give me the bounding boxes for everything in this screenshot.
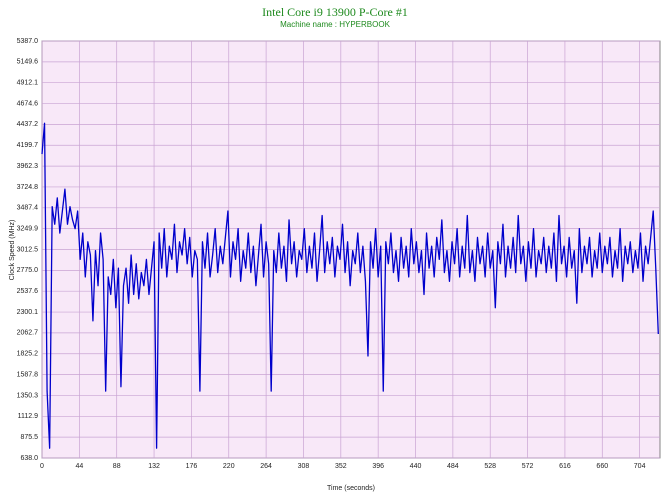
x-tick-label: 352 [335,463,347,470]
x-tick-label: 0 [40,463,44,470]
y-axis-label: Clock Speed (MHz) [9,220,16,281]
x-tick-label: 396 [372,463,384,470]
y-tick-label: 3962.3 [17,163,39,170]
x-tick-label: 704 [634,463,646,470]
y-tick-label: 2300.1 [17,309,39,316]
x-tick-label: 484 [447,463,459,470]
y-tick-label: 1350.3 [17,392,39,399]
y-tick-label: 3012.5 [17,246,39,253]
y-tick-label: 3724.8 [17,184,39,191]
y-tick-label: 5149.6 [17,59,39,66]
x-tick-label: 308 [298,463,310,470]
x-tick-label: 660 [596,463,608,470]
y-tick-label: 4199.7 [17,142,39,149]
x-tick-label: 528 [484,463,496,470]
y-tick-label: 3487.4 [17,205,39,212]
y-tick-label: 4437.2 [17,121,39,128]
y-tick-label: 875.5 [20,434,38,441]
y-tick-label: 638.0 [20,455,38,462]
y-tick-label: 5387.0 [17,38,39,45]
chart-subtitle: Machine name : HYPERBOOK [280,20,390,29]
x-axis-label: Time (seconds) [327,485,375,492]
x-tick-label: 176 [186,463,198,470]
y-tick-label: 2775.0 [17,267,39,274]
x-tick-label: 440 [410,463,422,470]
y-tick-label: 2062.7 [17,330,39,337]
chart-title: Intel Core i9 13900 P-Core #1 [262,5,408,19]
y-tick-label: 2537.6 [17,288,39,295]
x-tick-label: 132 [148,463,160,470]
y-tick-label: 3249.9 [17,225,39,232]
x-tick-label: 572 [522,463,534,470]
data-line [41,122,659,449]
y-tick-label: 1112.9 [18,413,38,420]
x-tick-label: 616 [559,463,571,470]
x-tick-label: 264 [260,463,272,470]
y-tick-label: 1587.8 [17,371,39,378]
y-tick-label: 1825.2 [17,351,39,358]
x-tick-label: 220 [223,463,235,470]
y-tick-label: 4912.1 [17,80,39,87]
x-tick-label: 44 [75,463,83,470]
y-tick-label: 4674.6 [17,100,39,107]
x-tick-label: 88 [113,463,121,470]
